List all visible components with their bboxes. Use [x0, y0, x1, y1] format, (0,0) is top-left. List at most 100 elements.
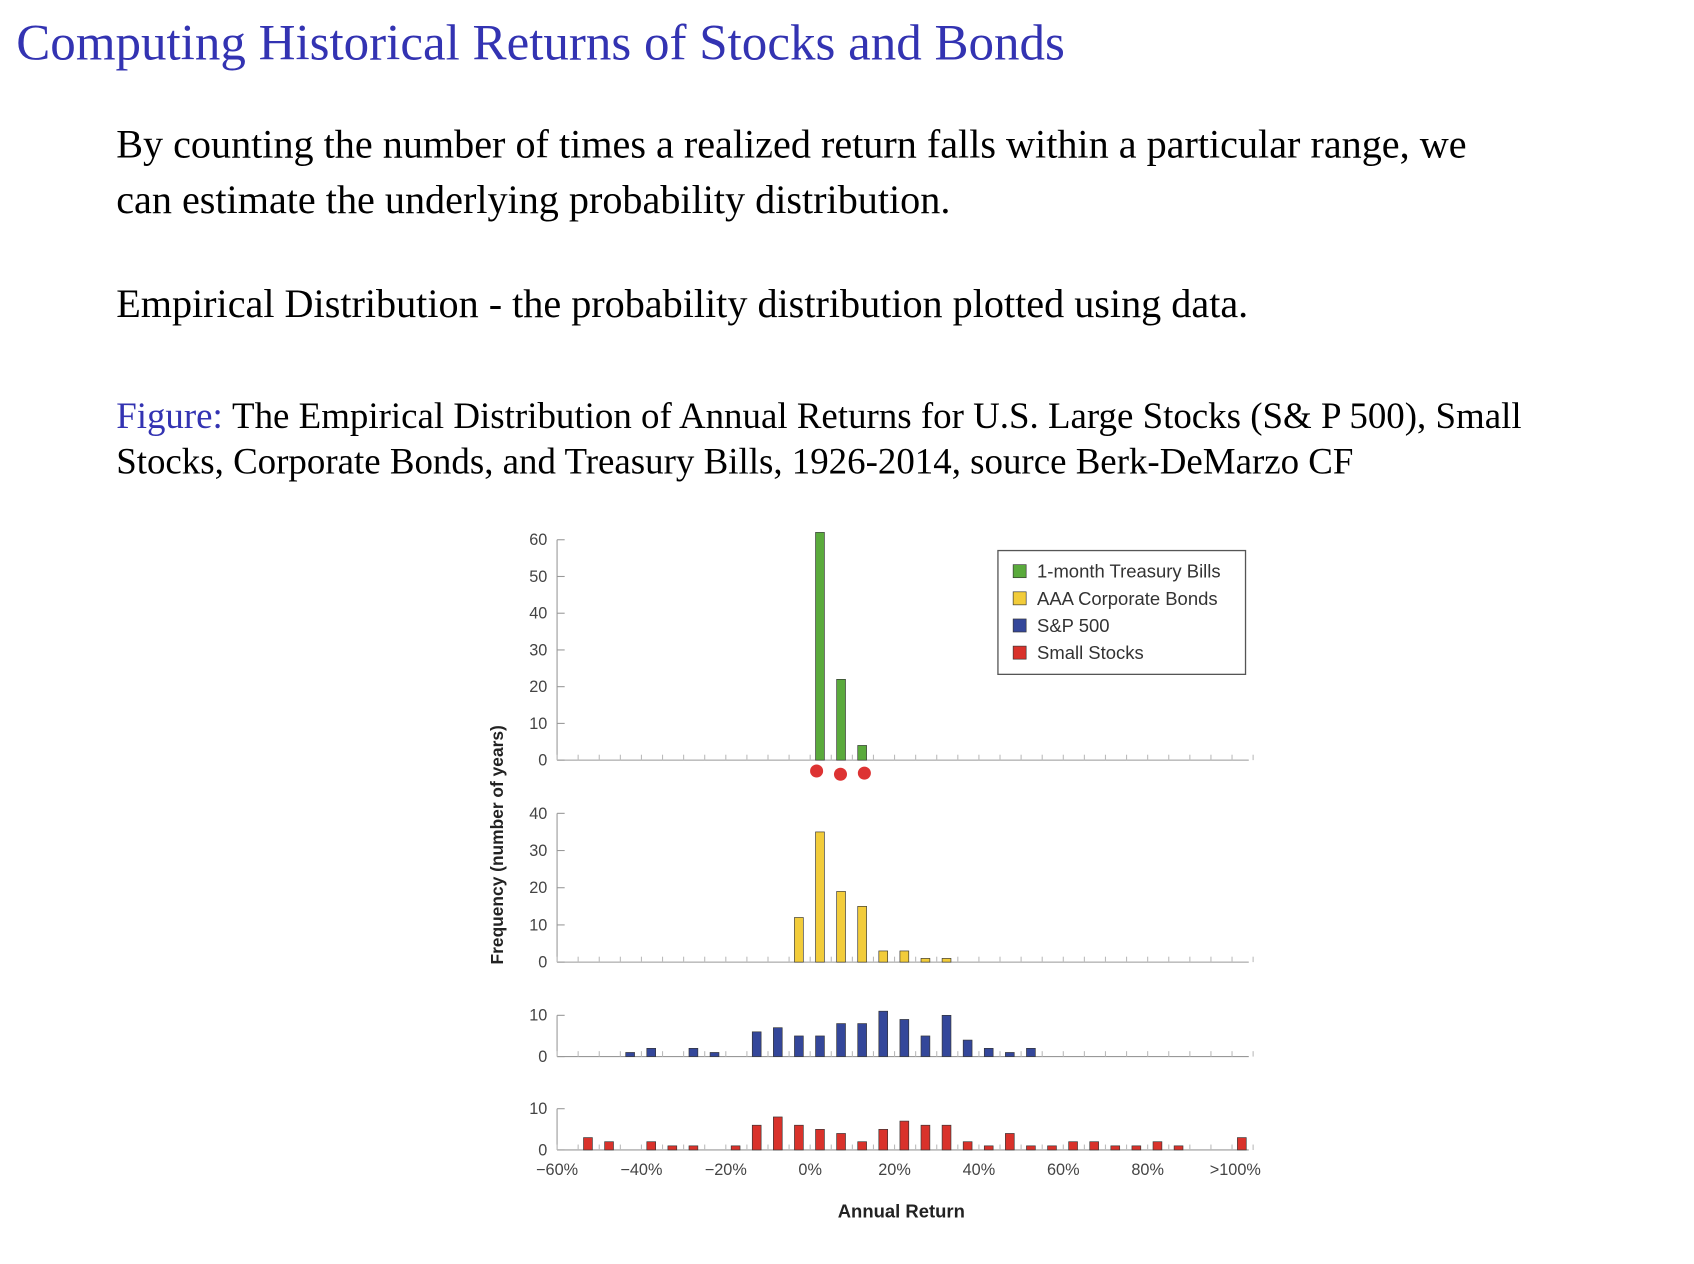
y-tick-label: 20: [529, 678, 547, 696]
legend: 1-month Treasury Bills AAA Corporate Bond…: [997, 549, 1247, 676]
legend-label: AAA Corporate Bonds: [1037, 588, 1218, 609]
y-tick-label: 10: [529, 1007, 547, 1025]
y-tick-label: 60: [529, 531, 547, 549]
y-tick-label: 10: [529, 916, 547, 934]
bar: [688, 1145, 699, 1151]
annotations: [810, 764, 871, 781]
x-tick-label: 60%: [1047, 1161, 1080, 1179]
bar: [857, 745, 867, 761]
bar: [962, 1039, 973, 1057]
pen-dot: [810, 764, 824, 778]
legend-swatch: [1012, 564, 1027, 579]
y-tick-label: 0: [538, 752, 547, 770]
y-tick-label: 30: [529, 641, 547, 659]
bar: [646, 1048, 656, 1057]
y-tick-label: 30: [529, 842, 547, 860]
bar: [899, 1120, 910, 1151]
x-tick-label: 40%: [963, 1161, 996, 1179]
bar: [688, 1048, 699, 1057]
legend-swatch: [1012, 618, 1027, 633]
chart: 0 10 20 30 40 50 60 0 10 20 30 40 0 10 0 10 −60% −40% −20%…: [487, 531, 1261, 1221]
y-tick-label: 0: [538, 1048, 547, 1066]
y-tick-label: 0: [538, 1141, 547, 1159]
bar: [1110, 1145, 1121, 1151]
legend-swatch: [1012, 645, 1027, 660]
y-tick-label: 10: [529, 715, 547, 733]
pen-dot: [833, 767, 847, 781]
bar: [899, 1019, 910, 1057]
y-tick-label: 40: [529, 805, 547, 823]
bar: [983, 1048, 994, 1057]
bar: [773, 1027, 783, 1057]
paragraph-line: By counting the number of times a realiz…: [116, 121, 1466, 166]
bar: [941, 958, 952, 963]
bar: [1047, 1145, 1057, 1151]
bar: [941, 1124, 952, 1151]
legend-label: Small Stocks: [1037, 642, 1144, 663]
bar: [1068, 1141, 1078, 1151]
x-tick-label: 80%: [1131, 1161, 1164, 1179]
bar: [794, 1124, 804, 1151]
slide-title: Computing Historical Returns of Stocks a…: [16, 16, 1065, 72]
y-axis-label: Frequency (number of years): [487, 725, 507, 964]
bar: [751, 1124, 762, 1151]
bar: [920, 1124, 931, 1151]
bar: [646, 1141, 656, 1151]
pen-dot: [857, 766, 871, 780]
x-tick-label: 0%: [798, 1161, 822, 1179]
bar: [920, 1035, 931, 1057]
bar: [1173, 1145, 1184, 1151]
x-tick-label: 20%: [878, 1161, 911, 1179]
bar: [941, 1014, 952, 1057]
x-axis-label: Annual Return: [838, 1200, 965, 1221]
x-tick-label: >100%: [1210, 1161, 1261, 1179]
bar: [878, 950, 889, 963]
y-tick-label: 0: [538, 954, 547, 972]
legend-label: 1-month Treasury Bills: [1037, 561, 1221, 582]
bar: [625, 1052, 635, 1057]
bar: [836, 891, 846, 963]
caption-line: Figure: The Empirical Distribution of An…: [116, 395, 1521, 437]
bar: [815, 532, 825, 761]
bar: [1005, 1052, 1015, 1057]
bar: [920, 958, 931, 963]
y-tick-label: 10: [529, 1100, 547, 1118]
bar: [899, 950, 910, 963]
bar: [1089, 1141, 1099, 1151]
bar: [1026, 1145, 1036, 1151]
bar: [815, 831, 825, 963]
bar: [751, 1031, 762, 1057]
caption-text: The Empirical Distribution of Annual Ret…: [232, 395, 1522, 437]
x-tick-label: −20%: [705, 1161, 747, 1179]
bar: [709, 1052, 720, 1057]
legend-box: [997, 549, 1247, 676]
bar: [667, 1145, 678, 1151]
bar: [1131, 1145, 1142, 1151]
bar: [857, 905, 867, 963]
bar: [604, 1141, 614, 1151]
bar: [857, 1141, 867, 1151]
bar: [1152, 1141, 1163, 1151]
paragraph-line: can estimate the underlying probability …: [116, 177, 950, 222]
paragraph-line: Empirical Distribution - the probability…: [116, 281, 1248, 326]
legend-label: S&P 500: [1037, 615, 1110, 636]
bar: [962, 1141, 973, 1151]
y-tick-label: 50: [529, 568, 547, 586]
bar: [730, 1145, 741, 1151]
bar: [794, 917, 804, 963]
bar: [836, 679, 846, 761]
bar: [1237, 1137, 1247, 1151]
caption-line: Stocks, Corporate Bonds, and Treasury Bi…: [116, 440, 1353, 481]
bar: [815, 1129, 825, 1151]
y-tick-label: 40: [529, 605, 547, 623]
bar: [878, 1129, 889, 1151]
bar: [815, 1035, 825, 1057]
bar: [983, 1145, 994, 1151]
y-tick-label: 20: [529, 879, 547, 897]
bar: [836, 1133, 846, 1151]
x-tick-label: −60%: [536, 1161, 578, 1179]
bar: [857, 1023, 867, 1057]
bar: [1026, 1048, 1036, 1057]
bar: [583, 1137, 593, 1151]
